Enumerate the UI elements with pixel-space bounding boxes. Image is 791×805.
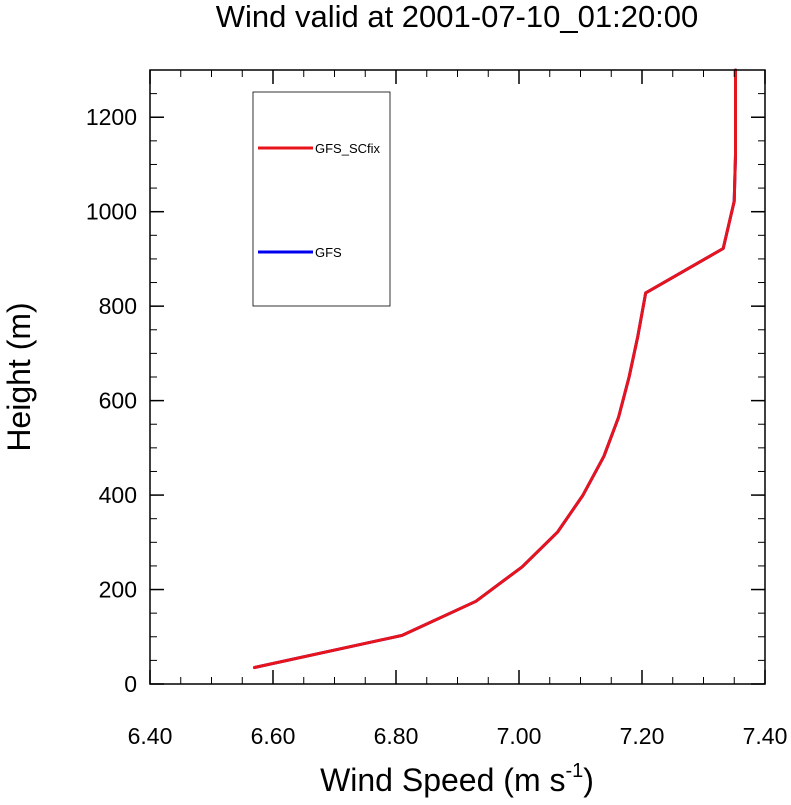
y-tick-label: 1000: [86, 199, 137, 225]
series-line-gfs-scfix: [253, 68, 737, 669]
series-line-gfs: [253, 68, 737, 669]
x-tick-label: 7.00: [497, 723, 542, 749]
y-tick-label: 600: [99, 388, 137, 414]
legend-label-gfs: GFS: [315, 245, 342, 260]
legend-box: [252, 91, 391, 307]
chart-title: Wind valid at 2001-07-10_01:20:00: [216, 0, 699, 34]
legend: GFS_SCfix GFS: [252, 91, 391, 307]
x-tick-label: 7.40: [743, 723, 788, 749]
y-axis-label: Height (m): [1, 302, 37, 451]
x-axis-label-main: Wind Speed (m s: [320, 762, 565, 798]
ticks-layer: 6.40 6.60 6.80 7.00 7.20 7.40 0 200 400 600 800 100…: [86, 69, 788, 749]
x-axis-label: Wind Speed (m s-1): [320, 760, 594, 798]
y-tick-label: 400: [99, 482, 137, 508]
y-tick-label: 800: [99, 293, 137, 319]
x-tick-label: 7.20: [620, 723, 665, 749]
y-tick-label: 1200: [86, 104, 137, 130]
legend-label-gfs-scfix: GFS_SCfix: [315, 141, 381, 156]
x-tick-label: 6.60: [251, 723, 296, 749]
x-tick-label: 6.80: [374, 723, 419, 749]
series-layer: [253, 68, 737, 669]
y-tick-label: 200: [99, 577, 137, 603]
y-tick-label: 0: [124, 671, 137, 697]
x-axis-label-superscript: -1: [565, 760, 583, 782]
x-tick-label: 6.40: [128, 723, 173, 749]
x-axis-label-suffix: ): [583, 762, 594, 798]
plot-frame: [149, 69, 766, 685]
